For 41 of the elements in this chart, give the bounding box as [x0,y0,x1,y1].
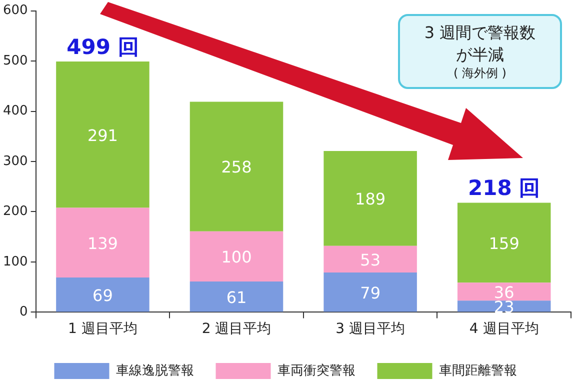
legend-label: 車両衝突警報 [277,363,356,378]
data-label: 189 [355,190,386,209]
x-tick-label: 1 週目平均 [68,321,138,338]
data-label: 258 [221,158,252,177]
y-tick-label: 500 [2,53,28,68]
y-tick-label: 300 [2,154,28,169]
bar [324,246,417,273]
bar [56,62,150,208]
legend-label: 車間距離警報 [438,363,517,378]
bar [457,300,551,312]
callout-box: 3 週間で警報数が半減 ( 海外例 ) [398,14,562,90]
bar [56,208,150,278]
bar [457,282,551,301]
y-tick-label: 0 [20,304,28,320]
bar [324,150,417,246]
data-label: 53 [360,250,380,270]
annotation: 218 回 [468,176,540,200]
data-label: 79 [360,283,380,302]
x-tick-label: 2 週目平均 [202,321,272,338]
bar [190,282,284,312]
bar [56,278,150,312]
bar [190,231,284,282]
y-tick-label: 100 [2,254,28,270]
annotation: 3 週間で警報数が半減 [423,22,537,66]
annotation: ( 海外例 ) [452,65,508,82]
bar [324,272,417,312]
legend-label: 車線逸脱警報 [116,363,194,378]
data-label: 100 [221,248,252,267]
y-tick-label: 600 [2,3,28,18]
y-tick-label: 400 [2,104,28,119]
y-tick-label: 200 [2,204,28,220]
x-tick-label: 4 週目平均 [469,321,539,338]
bar [190,102,284,232]
data-label: 61 [226,288,247,307]
data-label: 69 [92,286,113,305]
data-label: 291 [87,126,118,145]
data-label: 159 [488,234,520,253]
x-tick-label: 3 週目平均 [336,321,405,338]
data-label: 139 [87,234,118,253]
bar [457,202,551,283]
annotation: 499 回 [66,34,139,59]
